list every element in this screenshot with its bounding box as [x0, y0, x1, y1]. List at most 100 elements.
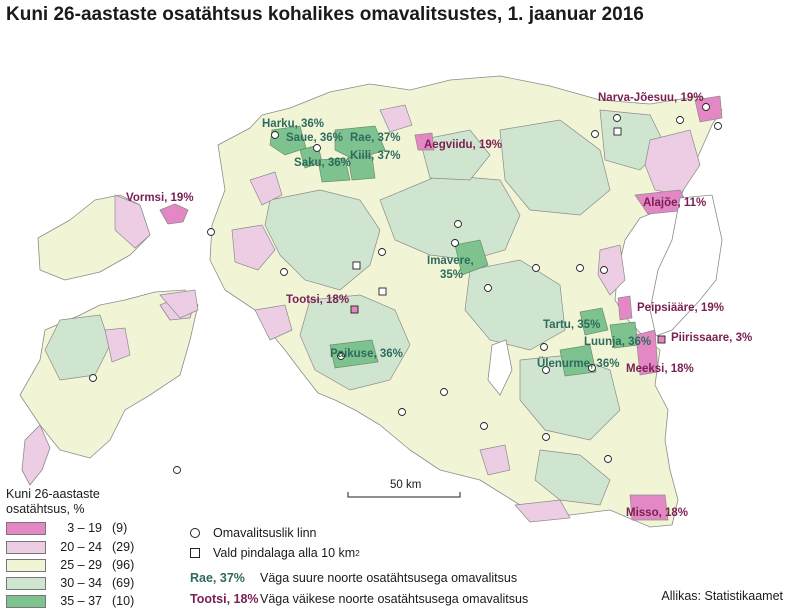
legend-low-tag: Tootsi, 18% [190, 592, 259, 606]
label-tootsi: Tootsi, 18% [286, 294, 349, 306]
city-marker [271, 131, 279, 139]
legend-count: (9) [112, 521, 128, 535]
legend-row-2: 20 – 24 (29) [6, 540, 134, 554]
legend-row-5: 35 – 37 (10) [6, 594, 134, 608]
city-marker [173, 466, 181, 474]
legend-high-text: Väga suure noorte osatähtsusega omavalit… [260, 571, 518, 585]
label-paikuse: Paikuse, 36% [330, 348, 403, 360]
legend-swatch [6, 540, 46, 554]
label-kiili: Kiili, 37% [350, 150, 401, 162]
city-marker [604, 455, 612, 463]
small-parish-marker [378, 287, 387, 296]
label-peipsiaare: Peipsiääre, 19% [637, 302, 724, 314]
city-marker [542, 433, 550, 441]
legend-low-text: Väga väikese noorte osatähtsusega omaval… [260, 592, 529, 606]
city-marker [676, 116, 684, 124]
legend-city-label: Omavalitsuslik linn [213, 526, 317, 540]
legend-row-3: 25 – 29 (96) [6, 558, 134, 572]
legend-count: (10) [112, 594, 135, 608]
small-parish-marker [352, 261, 361, 270]
legend-swatch [6, 576, 46, 590]
legend-range: 3 – 19 [67, 521, 102, 535]
small-parish-marker [613, 127, 622, 136]
region-peipsiaare [617, 295, 633, 321]
legend-low-example: Tootsi, 18%Väga väikese noorte osatähtsu… [190, 592, 528, 606]
region-saku [317, 157, 351, 183]
sorve-peninsula [21, 424, 51, 486]
region-rae [334, 125, 386, 161]
city-marker [378, 248, 386, 256]
region-harku [269, 125, 307, 156]
label-ulenurme: Ülenurme, 36% [537, 357, 619, 370]
label-imavere-2: 35% [440, 269, 463, 281]
city-marker [714, 122, 722, 130]
city-marker [454, 220, 462, 228]
source-note: Allikas: Statistikaamet [661, 589, 783, 603]
label-saue: Saue, 36% [286, 132, 343, 144]
label-alajoe: Alajõe, 11% [643, 197, 706, 209]
city-marker [588, 364, 596, 372]
label-luunja: Luunja, 36% [584, 336, 651, 348]
legend-small-parish-label: Vald pindalaga alla 10 km [213, 546, 356, 560]
region-kiili [347, 155, 376, 181]
small-parish-marker [350, 305, 359, 314]
legend-count: (69) [112, 576, 135, 590]
legend-small-parish-symbol: Vald pindalaga alla 10 km 2 [190, 546, 360, 560]
region-misso [629, 494, 669, 521]
legend-high-example: Rae, 37% Väga suure noorte osatähtsusega … [190, 571, 517, 585]
map-title: Kuni 26-aastaste osatähtsus kohalikes om… [6, 4, 644, 25]
label-vormsi: Vormsi, 19% [126, 192, 194, 204]
label-piirissaare: Piirissaare, 3% [671, 332, 752, 344]
legend-range: 30 – 34 [60, 576, 102, 590]
legend-range: 20 – 24 [60, 540, 102, 554]
scale-bar-label: 50 km [390, 479, 422, 491]
region-aegviidu [414, 132, 435, 151]
city-marker [600, 266, 608, 274]
city-marker [451, 239, 459, 247]
city-marker [484, 284, 492, 292]
legend-count: (29) [112, 540, 135, 554]
legend-range: 25 – 29 [60, 558, 102, 572]
city-marker [480, 422, 488, 430]
city-marker [207, 228, 215, 236]
label-saku: Saku, 36% [294, 157, 351, 169]
city-marker [532, 264, 540, 272]
small-parish-square-icon [190, 548, 200, 558]
legend-row-4: 30 – 34 (69) [6, 576, 134, 590]
legend-small-parish-sup: 2 [355, 548, 360, 558]
legend-title-line2: osatähtsus, % [6, 502, 85, 516]
region-imavere [454, 239, 489, 276]
region-paikuse [329, 339, 379, 369]
legend-swatch [6, 594, 46, 608]
city-circle-icon [190, 528, 200, 538]
city-marker [313, 144, 321, 152]
lake-peipus [649, 194, 723, 337]
region-meeksi [635, 329, 659, 376]
legend-count: (96) [112, 558, 135, 572]
small-parish-marker [657, 335, 666, 344]
lake-vortsjarv [487, 339, 513, 396]
legend-title: Kuni 26-aastaste osatähtsus, % [6, 487, 100, 517]
label-tartu: Tartu, 35% [543, 319, 600, 331]
city-marker [440, 388, 448, 396]
city-marker [89, 374, 97, 382]
city-marker [398, 408, 406, 416]
label-harku: Harku, 36% [262, 118, 324, 130]
vormsi-island [159, 203, 189, 225]
label-rae: Rae, 37% [350, 132, 401, 144]
city-marker [280, 268, 288, 276]
city-marker [540, 343, 548, 351]
city-marker [542, 366, 550, 374]
legend-row-1: 3 – 19 (9) [6, 521, 127, 535]
label-imavere-1: Imavere, [427, 255, 474, 267]
label-misso: Misso, 18% [626, 507, 688, 519]
label-meeksi: Meeksi, 18% [626, 363, 694, 375]
legend-range: 35 – 37 [60, 594, 102, 608]
scale-bar [347, 492, 461, 498]
legend-swatch [6, 521, 46, 535]
region-tartu [579, 307, 609, 336]
city-marker [337, 352, 345, 360]
legend-title-line1: Kuni 26-aastaste [6, 487, 100, 501]
label-narva-joesuu: Narva-Jõesuu, 19% [598, 92, 703, 104]
